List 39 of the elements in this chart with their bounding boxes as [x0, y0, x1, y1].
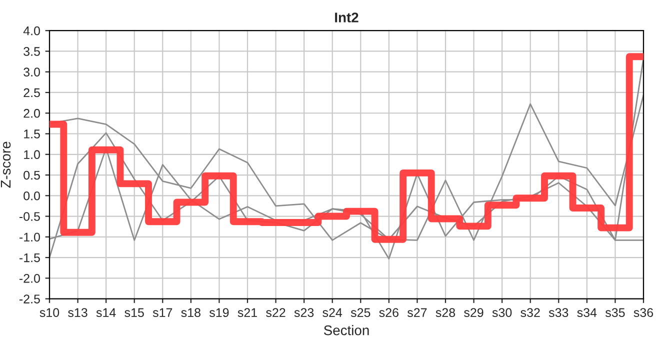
- x-tick-label: s24: [322, 308, 342, 318]
- x-tick-label: s15: [124, 308, 144, 318]
- y-axis-title: Z-score: [0, 142, 11, 188]
- x-axis-title: Section: [324, 325, 369, 336]
- x-tick-label: s21: [238, 308, 257, 318]
- x-tick-label: s35: [605, 308, 625, 318]
- x-tick-label: s18: [181, 308, 200, 318]
- x-tick-label: s34: [577, 308, 597, 318]
- x-tick-label: s28: [436, 308, 456, 318]
- y-tick-label: 2.5: [24, 88, 40, 98]
- y-tick-label: -1.5: [19, 253, 40, 262]
- y-tick-label: 1.0: [24, 150, 40, 160]
- y-tick-label: 2.0: [24, 108, 40, 118]
- x-tick-label: s13: [68, 308, 88, 318]
- x-tick-label: s25: [350, 308, 370, 318]
- x-tick-label: s14: [96, 308, 116, 318]
- x-tick-label: s26: [379, 308, 398, 318]
- x-tick-label: s36: [634, 308, 654, 318]
- chart-title: Int2: [335, 12, 358, 22]
- y-tick-label: -2.5: [19, 294, 40, 304]
- y-tick-label: 0.0: [24, 191, 40, 200]
- y-tick-label: 3.5: [24, 47, 40, 56]
- y-tick-label: 0.5: [24, 170, 40, 180]
- y-tick-label: 4.0: [23, 26, 40, 36]
- x-tick-label: s17: [152, 308, 172, 318]
- x-tick-label: s29: [464, 308, 484, 318]
- x-tick-label: s32: [520, 308, 540, 318]
- y-tick-label: -1.0: [19, 232, 40, 242]
- x-tick-label: s30: [492, 308, 512, 318]
- x-tick-label: s33: [548, 308, 568, 318]
- y-tick-label: -0.5: [19, 212, 40, 221]
- y-tick-label: 3.0: [24, 68, 40, 77]
- x-tick-label: s19: [209, 308, 229, 318]
- y-tick-label: -2.0: [19, 274, 40, 283]
- x-tick-label: s10: [40, 308, 60, 318]
- y-tick-label: 1.5: [24, 130, 40, 138]
- x-tick-label: s27: [407, 308, 427, 318]
- x-tick-label: s22: [266, 308, 286, 318]
- x-tick-label: s23: [294, 308, 314, 318]
